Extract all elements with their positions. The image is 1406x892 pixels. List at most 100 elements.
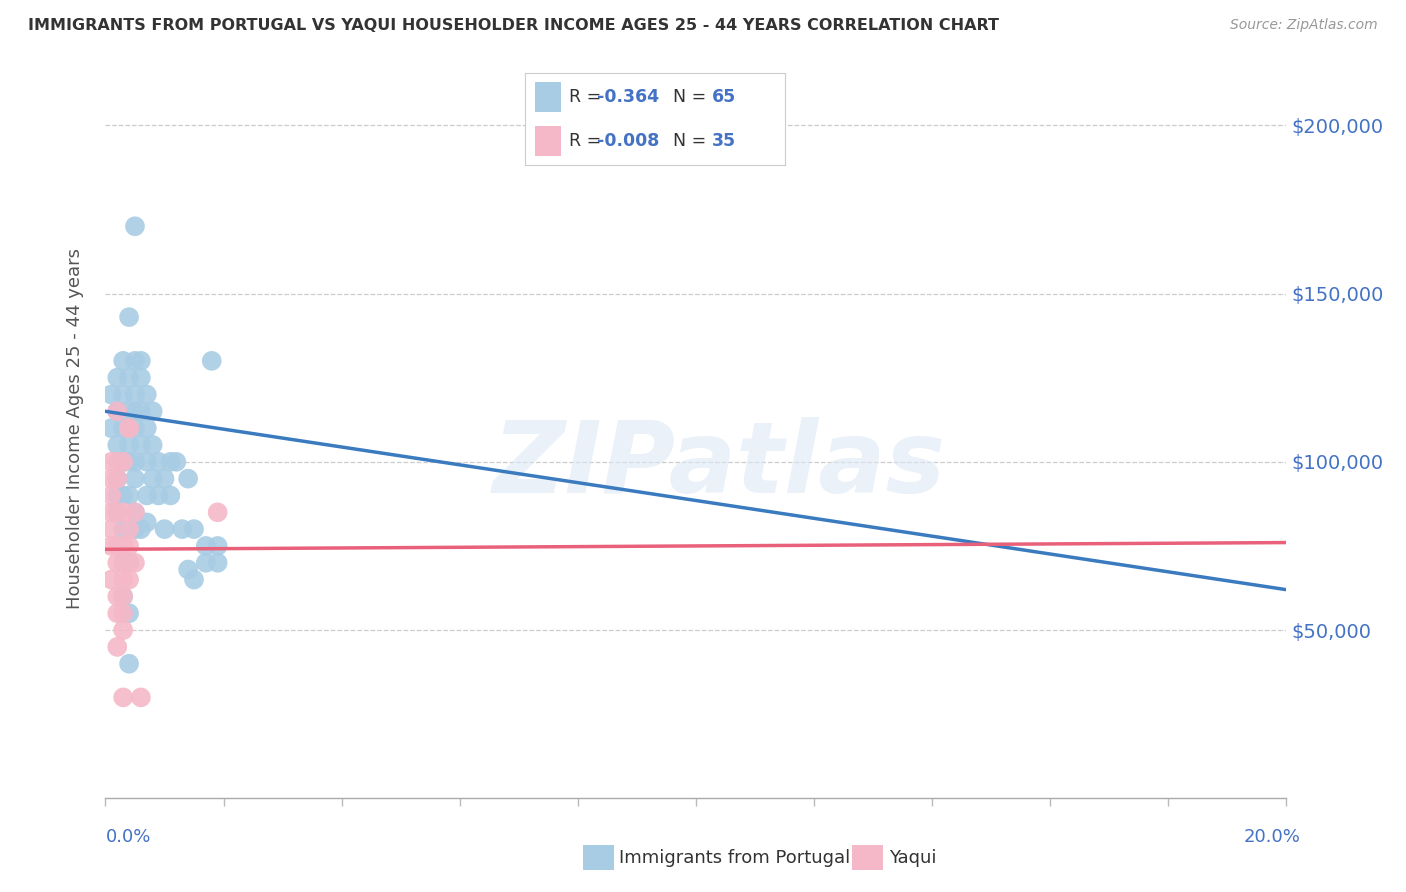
Point bbox=[129, 522, 152, 536]
Point bbox=[142, 472, 165, 486]
Point bbox=[100, 455, 122, 469]
Point bbox=[112, 488, 135, 502]
Point bbox=[118, 421, 141, 435]
Point bbox=[124, 421, 146, 435]
Text: IMMIGRANTS FROM PORTUGAL VS YAQUI HOUSEHOLDER INCOME AGES 25 - 44 YEARS CORRELAT: IMMIGRANTS FROM PORTUGAL VS YAQUI HOUSEH… bbox=[28, 18, 1000, 33]
Point bbox=[112, 421, 135, 435]
Point bbox=[105, 607, 128, 621]
Point bbox=[105, 472, 128, 486]
Point bbox=[100, 472, 122, 486]
Point bbox=[177, 472, 200, 486]
Point bbox=[118, 488, 141, 502]
Point bbox=[112, 590, 135, 604]
Point bbox=[118, 421, 141, 435]
Text: ZIPatlas: ZIPatlas bbox=[494, 417, 946, 514]
Point bbox=[112, 590, 135, 604]
Point bbox=[112, 455, 135, 469]
Point bbox=[105, 505, 128, 519]
Point bbox=[129, 438, 152, 452]
Point bbox=[100, 573, 122, 587]
Point bbox=[105, 404, 128, 418]
Point bbox=[118, 522, 141, 536]
Point bbox=[135, 516, 157, 530]
Point bbox=[112, 556, 135, 570]
Point bbox=[112, 522, 135, 536]
Point bbox=[124, 556, 146, 570]
Point bbox=[105, 488, 128, 502]
Point bbox=[124, 404, 146, 418]
Point bbox=[153, 522, 176, 536]
Point bbox=[129, 690, 152, 705]
Point bbox=[118, 556, 141, 570]
Point bbox=[118, 455, 141, 469]
Point bbox=[207, 505, 229, 519]
Point bbox=[112, 505, 135, 519]
Point bbox=[100, 505, 122, 519]
Point bbox=[112, 455, 135, 469]
Point bbox=[129, 370, 152, 384]
Point bbox=[118, 310, 141, 324]
Point bbox=[124, 219, 146, 234]
Point bbox=[100, 421, 122, 435]
Point bbox=[124, 455, 146, 469]
Text: Immigrants from Portugal: Immigrants from Portugal bbox=[619, 849, 849, 867]
Point bbox=[159, 455, 181, 469]
Point bbox=[105, 505, 128, 519]
Point bbox=[105, 404, 128, 418]
Point bbox=[105, 556, 128, 570]
Point bbox=[105, 640, 128, 654]
Point bbox=[112, 607, 135, 621]
Point bbox=[100, 488, 122, 502]
Point bbox=[118, 438, 141, 452]
Point bbox=[118, 556, 141, 570]
Point bbox=[148, 488, 170, 502]
Point bbox=[124, 505, 146, 519]
Point bbox=[112, 354, 135, 368]
Point bbox=[142, 438, 165, 452]
Point bbox=[112, 387, 135, 401]
Point bbox=[100, 387, 122, 401]
Y-axis label: Householder Income Ages 25 - 44 years: Householder Income Ages 25 - 44 years bbox=[66, 248, 84, 608]
Point bbox=[201, 354, 224, 368]
Point bbox=[183, 573, 205, 587]
Point bbox=[118, 370, 141, 384]
Point bbox=[105, 472, 128, 486]
Point bbox=[105, 370, 128, 384]
Point bbox=[105, 455, 128, 469]
Point bbox=[124, 505, 146, 519]
Point bbox=[105, 590, 128, 604]
Point bbox=[105, 539, 128, 553]
Point bbox=[135, 488, 157, 502]
Point bbox=[112, 623, 135, 637]
Point bbox=[118, 657, 141, 671]
Point bbox=[112, 690, 135, 705]
Point bbox=[177, 562, 200, 576]
Point bbox=[194, 539, 217, 553]
Point bbox=[124, 354, 146, 368]
Point bbox=[148, 455, 170, 469]
Point bbox=[100, 539, 122, 553]
Text: Yaqui: Yaqui bbox=[889, 849, 936, 867]
Point bbox=[165, 455, 187, 469]
Point bbox=[118, 607, 141, 621]
Point bbox=[142, 404, 165, 418]
Point bbox=[207, 556, 229, 570]
Point bbox=[118, 573, 141, 587]
Text: 0.0%: 0.0% bbox=[105, 828, 150, 846]
Point bbox=[194, 556, 217, 570]
Point bbox=[100, 522, 122, 536]
Text: Source: ZipAtlas.com: Source: ZipAtlas.com bbox=[1230, 18, 1378, 32]
Point bbox=[124, 522, 146, 536]
Point bbox=[112, 573, 135, 587]
Point bbox=[153, 472, 176, 486]
Point bbox=[135, 421, 157, 435]
Point bbox=[112, 556, 135, 570]
Point bbox=[118, 522, 141, 536]
Point bbox=[118, 539, 141, 553]
Point bbox=[129, 354, 152, 368]
Point bbox=[135, 455, 157, 469]
Text: 20.0%: 20.0% bbox=[1244, 828, 1301, 846]
Point bbox=[105, 438, 128, 452]
Point bbox=[112, 539, 135, 553]
Point bbox=[183, 522, 205, 536]
